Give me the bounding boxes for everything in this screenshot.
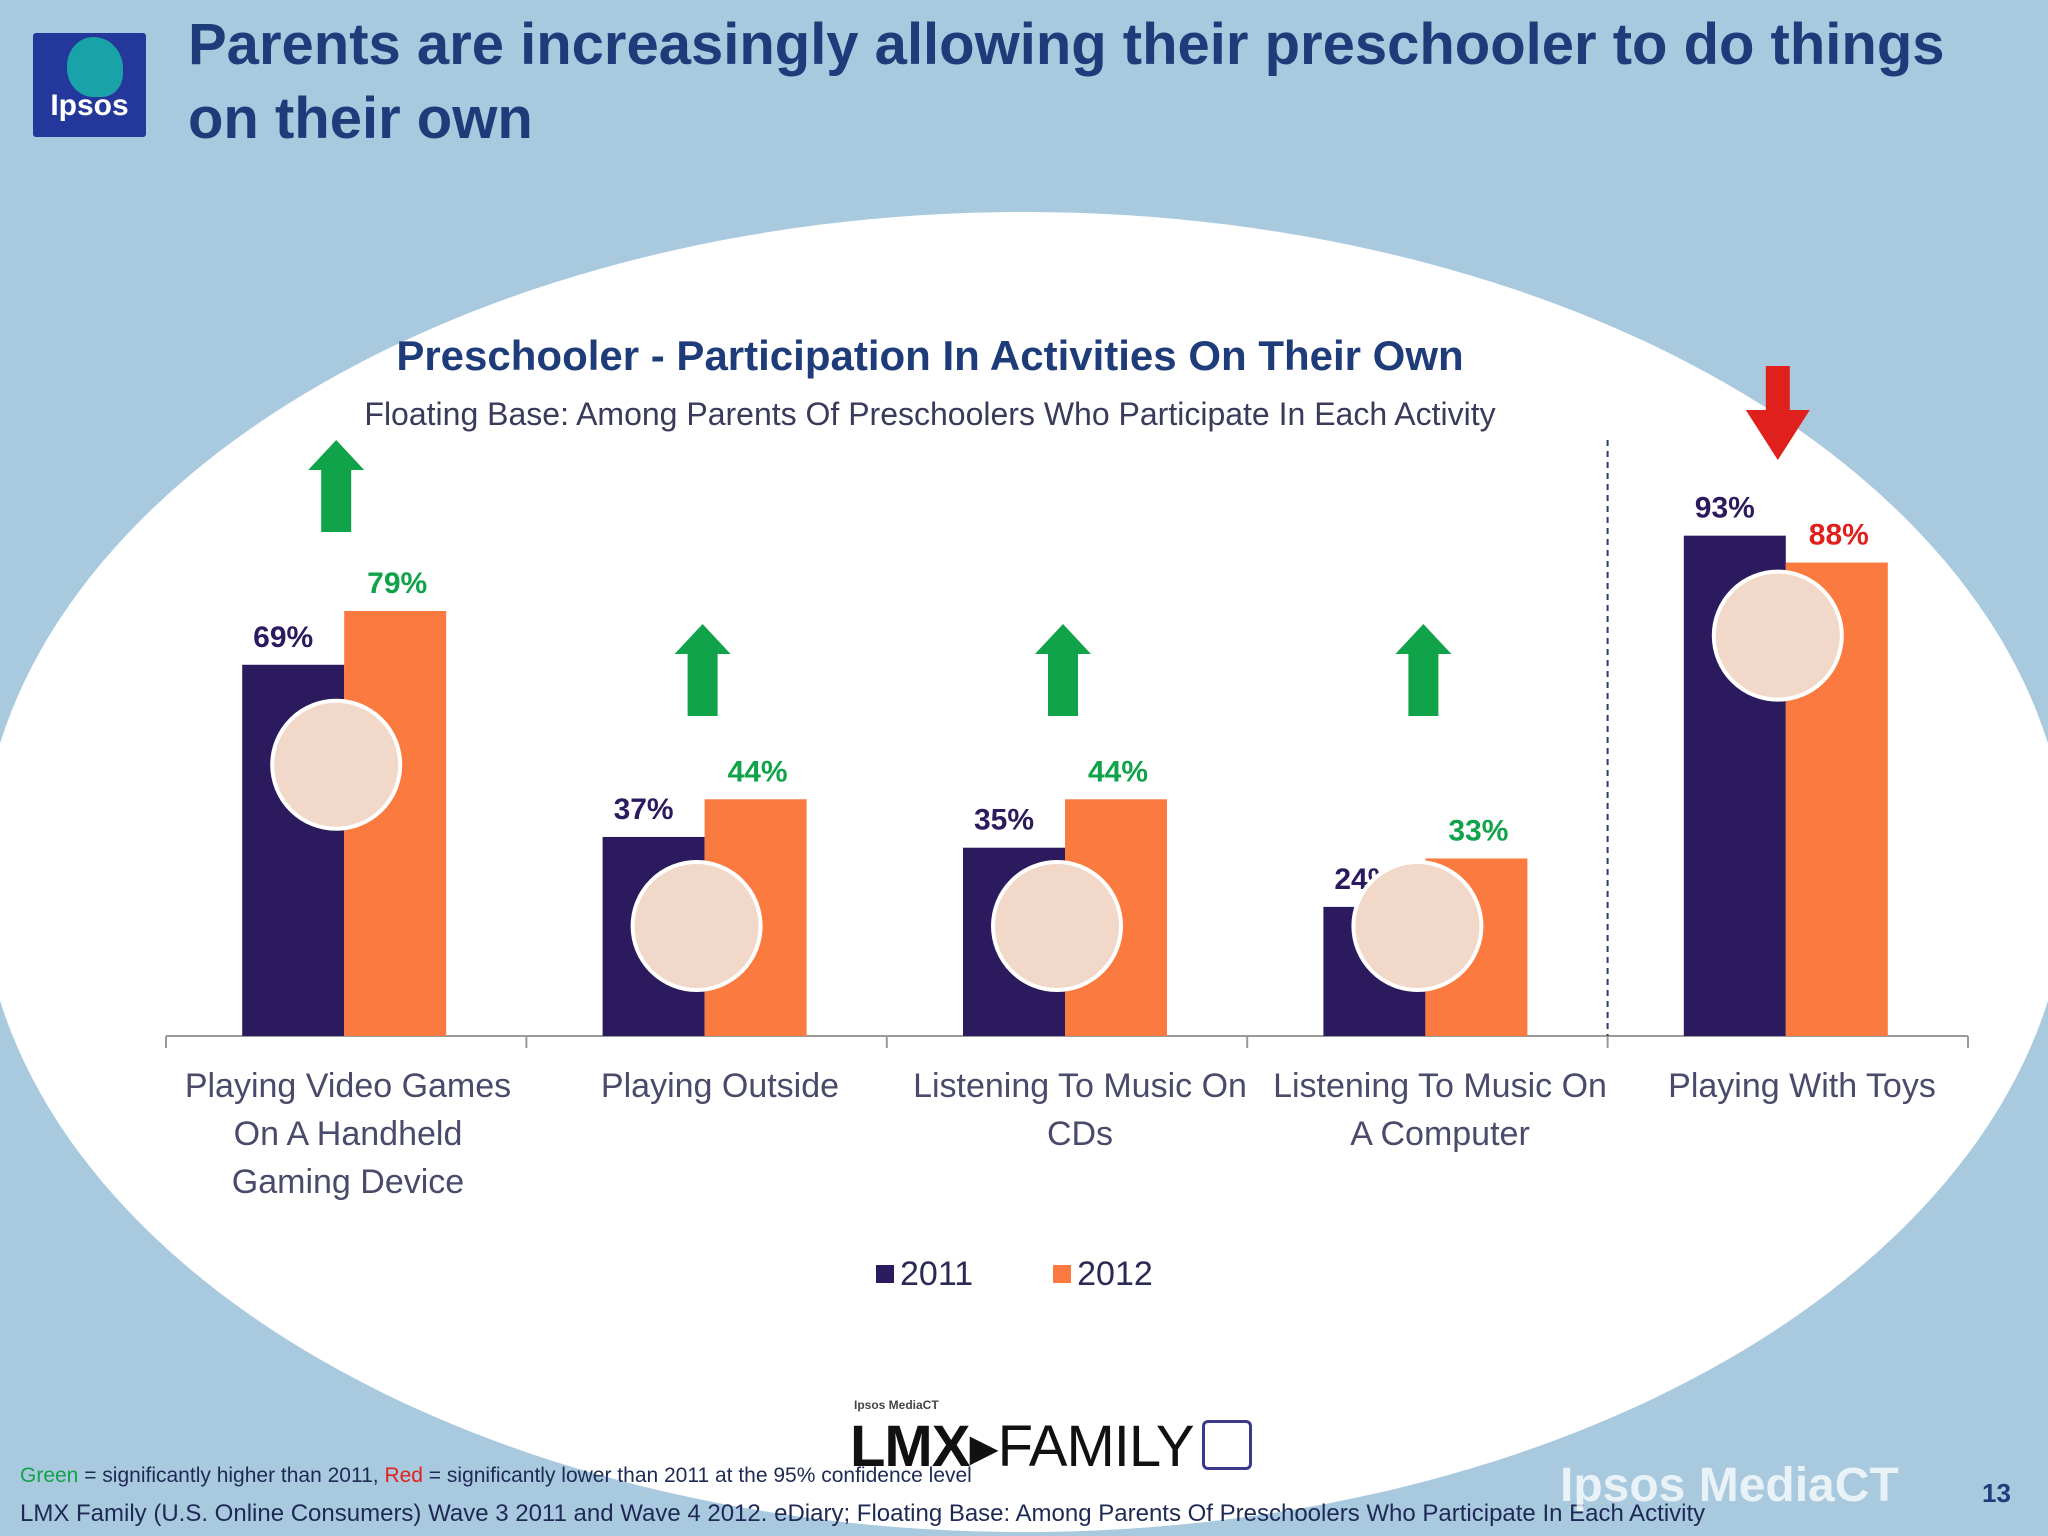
legend-swatch-2011 [876, 1265, 894, 1283]
significance-note: Green = significantly higher than 2011, … [20, 1464, 972, 1488]
ipsos-mediact-watermark: Ipsos MediaCT [1560, 1459, 1899, 1512]
data-label-2011-1: 37% [614, 793, 674, 826]
ipsos-logo: Ipsos [33, 33, 146, 137]
legend-swatch-2012 [1053, 1265, 1072, 1283]
data-label-2012-1: 44% [728, 755, 788, 788]
increase-arrow-icon [308, 440, 365, 532]
category-label-music-cds: Listening To Music On CDs [913, 1067, 1247, 1153]
page-number: 13 [1982, 1478, 2011, 1508]
note-green-text: = significantly higher than 2011, [78, 1464, 385, 1487]
lmx-family-text: FAMILY [997, 1414, 1195, 1479]
activity-photo-3 [1351, 860, 1484, 992]
lmx-family-logo: LMX▸FAMILY [850, 1412, 1252, 1480]
data-label-2012-0: 79% [367, 567, 427, 600]
lmx-arrow-icon: ▸ [969, 1414, 998, 1479]
legend-item-2012: 2012 [1053, 1255, 1153, 1294]
source-note: LMX Family (U.S. Online Consumers) Wave … [20, 1500, 1706, 1527]
increase-arrow-icon [674, 624, 731, 716]
data-label-2012-3: 33% [1448, 814, 1508, 847]
data-label-2012-4: 88% [1809, 519, 1869, 552]
lmx-logo-text: LMX [850, 1414, 970, 1479]
activity-photo-1 [630, 860, 763, 992]
increase-arrow-icon [1395, 624, 1452, 716]
legend-label-2011: 2011 [900, 1254, 974, 1293]
data-label-2011-0: 69% [253, 621, 313, 654]
note-red-text: = significantly lower than 2011 at the 9… [422, 1464, 972, 1487]
category-label-playing-outside: Playing Outside [600, 1067, 840, 1105]
logo-text: Ipsos [50, 89, 129, 122]
page-title: Parents are increasingly allowing their … [188, 12, 1945, 151]
note-red-word: Red [384, 1464, 423, 1487]
chart-title: Preschooler - Participation In Activitie… [396, 332, 1464, 379]
activity-photo-2 [991, 860, 1123, 992]
legend-item-2011: 2011 [876, 1255, 973, 1294]
increase-arrow-icon [1035, 624, 1091, 716]
category-label-music-computer: Listening To Music On A Computer [1273, 1067, 1607, 1153]
data-label-2011-4: 93% [1695, 492, 1755, 525]
logo-head-icon [67, 37, 123, 97]
data-label-2011-2: 35% [974, 804, 1034, 837]
chart-legend: 2011 2012 [876, 1252, 1233, 1296]
activity-photo-0 [270, 698, 403, 831]
legend-label-2012: 2012 [1077, 1254, 1153, 1293]
category-label-playing-toys: Playing With Toys [1668, 1067, 1936, 1105]
note-green-word: Green [20, 1464, 79, 1487]
data-label-2012-2: 44% [1088, 755, 1148, 788]
lmx-small-label: Ipsos MediaCT [854, 1398, 939, 1412]
family-icon [1201, 1419, 1252, 1470]
chart-subtitle: Floating Base: Among Parents Of Preschoo… [364, 396, 1496, 432]
activity-photo-4 [1711, 569, 1844, 702]
decrease-arrow-icon [1745, 366, 1810, 460]
category-label-handheld-gaming: Playing Video Games On A Handheld Gaming… [184, 1067, 512, 1201]
